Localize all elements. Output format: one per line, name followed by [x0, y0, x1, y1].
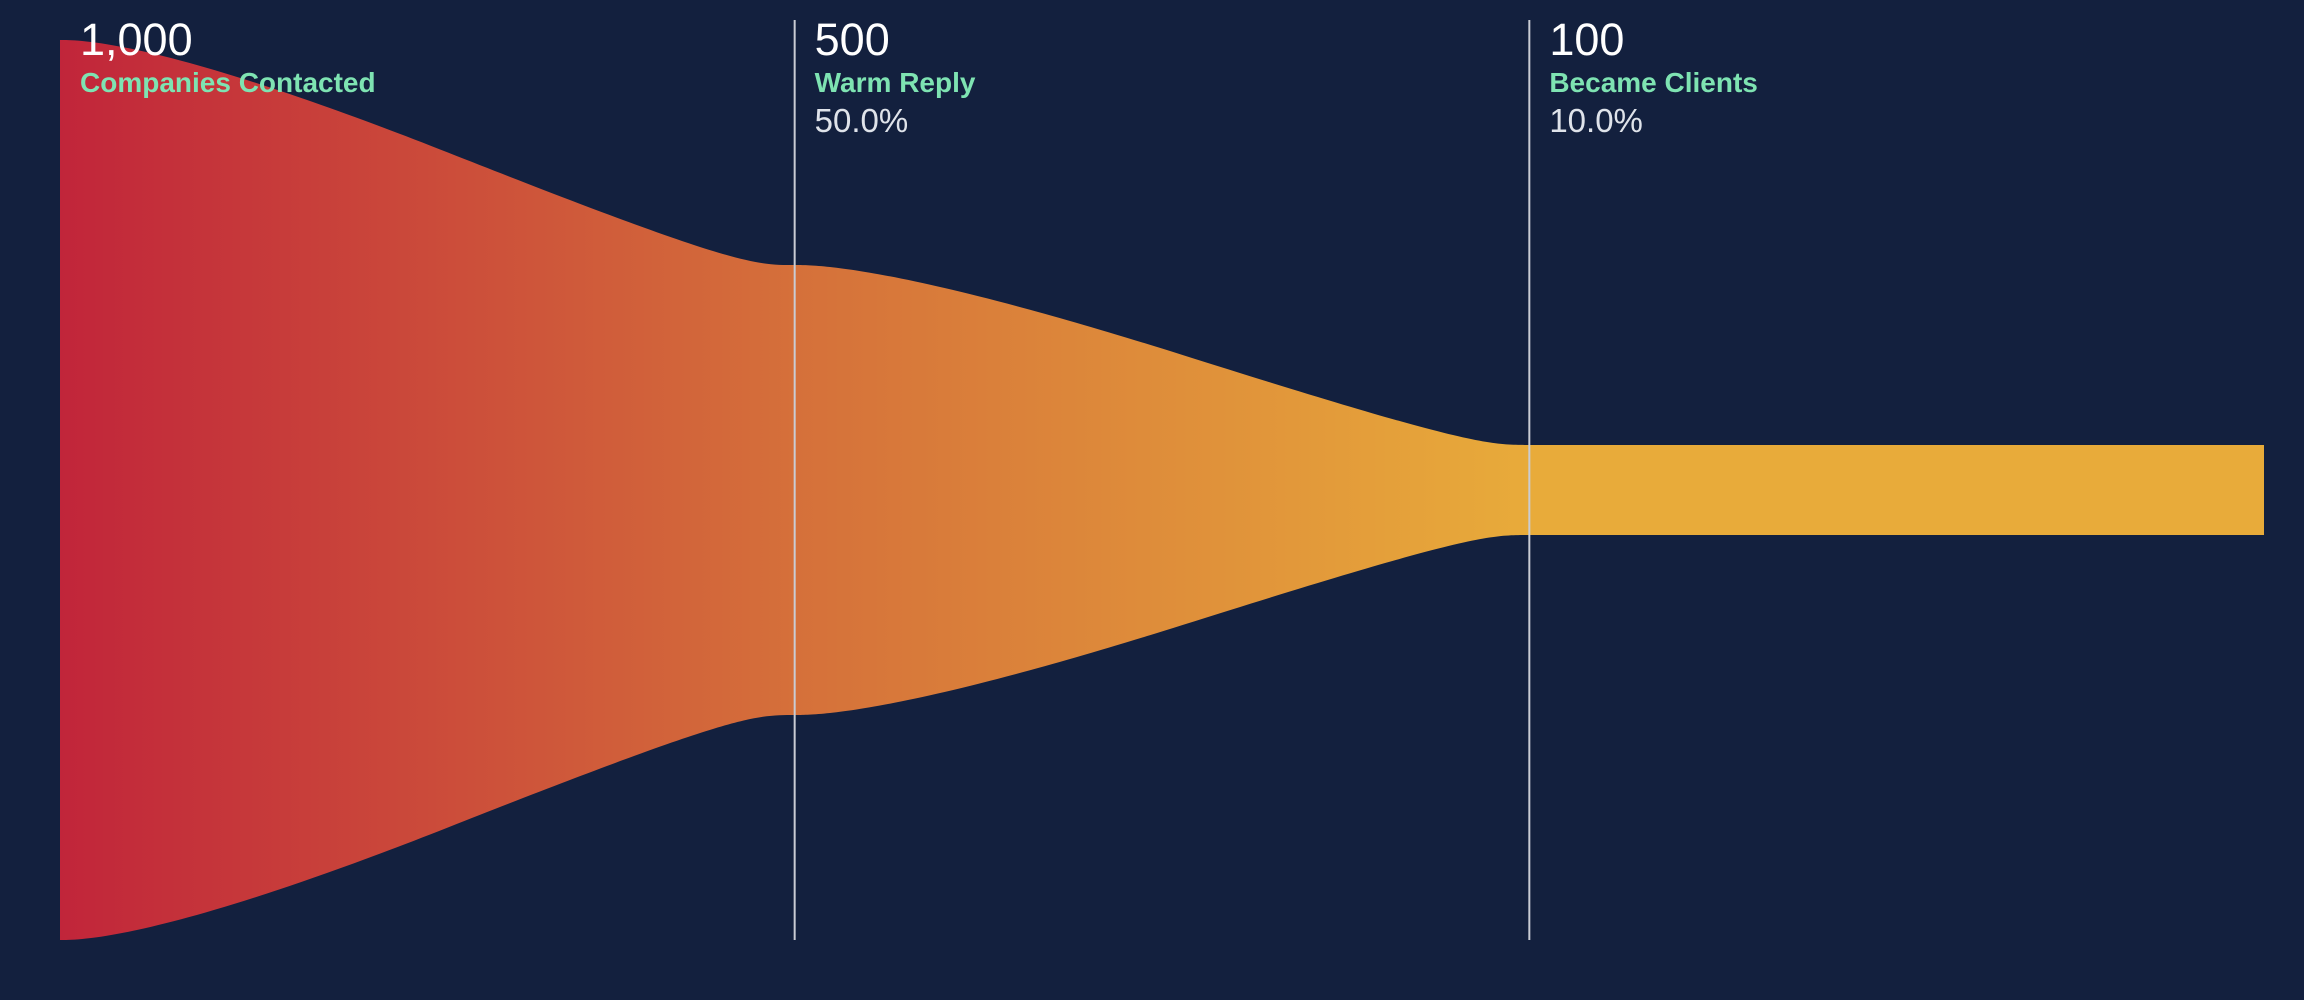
stage-label-warm-reply: 500 Warm Reply 50.0% — [815, 14, 976, 141]
stage-value: 100 — [1549, 14, 1625, 65]
stage-percent: 50.0% — [814, 102, 909, 140]
stage-label-companies-contacted: 1,000 Companies Contacted — [80, 14, 376, 101]
stage-percent: 10.0% — [1549, 102, 1643, 140]
stage-label-became-clients: 100 Became Clients 10.0% — [1549, 14, 1758, 141]
stage-name: Warm Reply — [814, 66, 976, 98]
stage-name: Became Clients — [1549, 66, 1758, 98]
funnel-shape — [60, 40, 2264, 940]
stage-name: Companies Contacted — [80, 66, 376, 98]
stage-value: 500 — [814, 14, 890, 65]
stage-value: 1,000 — [80, 14, 193, 65]
